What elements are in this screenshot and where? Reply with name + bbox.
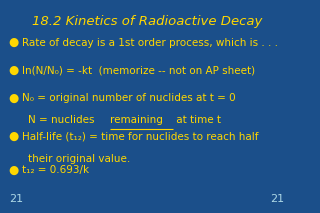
- Text: N₀ = original number of nuclides at t = 0: N₀ = original number of nuclides at t = …: [22, 93, 236, 103]
- Text: ●: ●: [8, 91, 18, 105]
- Text: 21: 21: [9, 194, 23, 204]
- Text: ●: ●: [8, 164, 18, 177]
- Text: ●: ●: [8, 64, 18, 77]
- Text: ●: ●: [8, 130, 18, 143]
- Text: t₁₂ = 0.693/k: t₁₂ = 0.693/k: [22, 166, 89, 175]
- Text: 18.2 Kinetics of Radioactive Decay: 18.2 Kinetics of Radioactive Decay: [31, 15, 262, 28]
- Text: remaining: remaining: [110, 115, 163, 125]
- Text: Rate of decay is a 1st order process, which is . . .: Rate of decay is a 1st order process, wh…: [22, 38, 278, 47]
- Text: ln(N/N₀) = -kt  (memorize -- not on AP sheet): ln(N/N₀) = -kt (memorize -- not on AP sh…: [22, 65, 255, 75]
- Text: N = nuclides: N = nuclides: [28, 115, 98, 125]
- Text: 21: 21: [270, 194, 284, 204]
- Text: their original value.: their original value.: [28, 154, 130, 164]
- Text: ●: ●: [8, 36, 18, 49]
- Text: at time t: at time t: [173, 115, 221, 125]
- Text: Half-life (t₁₂) = time for nuclides to reach half: Half-life (t₁₂) = time for nuclides to r…: [22, 131, 259, 141]
